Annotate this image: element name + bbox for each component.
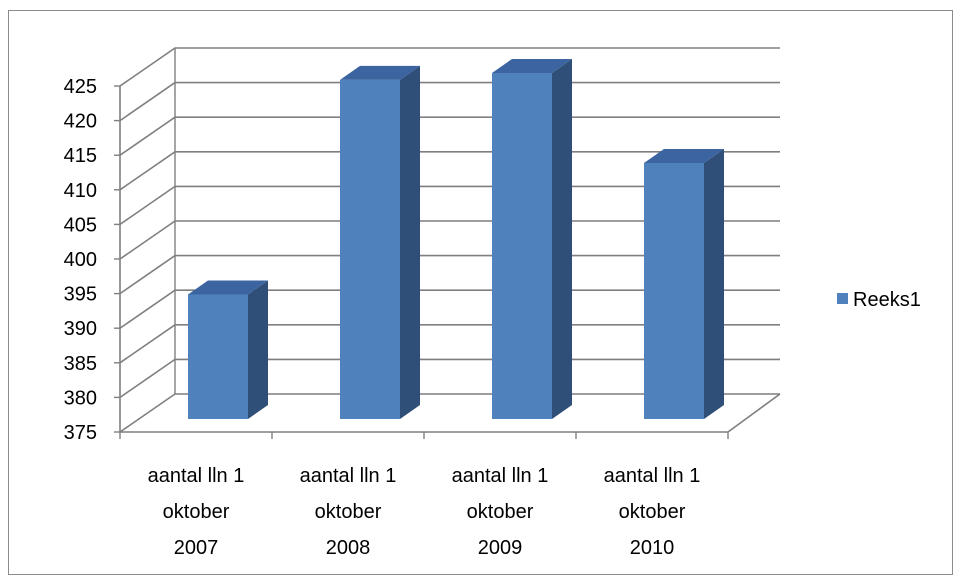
x-tick-label-2-line-1: oktober	[467, 501, 534, 523]
y-tick-label-375: 375	[64, 422, 97, 444]
axes	[114, 85, 729, 439]
bar-3-top	[644, 148, 724, 163]
x-tick-label-2-line-2: 2009	[478, 537, 523, 559]
y-tick-labels: 375 380 385 390 395 400 405 410 415 420 425	[64, 76, 97, 444]
bar-2-side	[552, 59, 572, 419]
x-tick-label-2-line-0: aantal lln 1	[452, 465, 549, 487]
x-tick-label-1-line-0: aantal lln 1	[300, 465, 397, 487]
floor-right-edge	[727, 393, 781, 433]
bar-0	[188, 280, 268, 419]
y-tick-label-425: 425	[64, 76, 97, 98]
bar-1-top	[340, 65, 420, 80]
x-tick-label-0-line-0: aantal lln 1	[148, 465, 245, 487]
bar-3	[644, 148, 724, 419]
gridlines	[119, 47, 781, 433]
bar-1-front	[340, 79, 400, 420]
x-tick-label-3-line-2: 2010	[630, 537, 675, 559]
legend-swatch-reeks1	[837, 293, 848, 304]
legend-label-reeks1: Reeks1	[853, 289, 921, 311]
y-tick-label-405: 405	[64, 214, 97, 236]
gridline-420	[119, 81, 780, 122]
y-tick-label-380: 380	[64, 387, 97, 409]
bar-3-side	[704, 148, 724, 419]
bar-2-front	[492, 73, 552, 419]
x-tick-label-0-line-2: 2007	[174, 537, 219, 559]
x-tick-label-1-line-1: oktober	[315, 501, 382, 523]
y-tick-label-415: 415	[64, 145, 97, 167]
chart-frame	[8, 10, 953, 575]
bar-0-top	[188, 280, 268, 295]
bars	[188, 59, 724, 420]
bar-1-side	[400, 65, 420, 420]
x-tick-label-1-line-2: 2008	[326, 537, 371, 559]
x-tick-labels: aantal lln 1 oktober 2007 aantal lln 1 oktob…	[148, 465, 701, 559]
bar-0-side	[248, 280, 268, 419]
bar-0-front	[188, 294, 248, 419]
y-tick-label-385: 385	[64, 353, 97, 375]
y-tick-label-390: 390	[64, 318, 97, 340]
x-tick-label-3-line-1: oktober	[619, 501, 686, 523]
y-tick-label-400: 400	[64, 249, 97, 271]
y-tick-label-410: 410	[64, 180, 97, 202]
x-tick-label-3-line-0: aantal lln 1	[604, 465, 701, 487]
legend: Reeks1	[837, 289, 921, 311]
bar-2	[492, 59, 572, 419]
x-tick-label-0-line-1: oktober	[163, 501, 230, 523]
y-tick-label-420: 420	[64, 111, 97, 133]
y-tick-label-395: 395	[64, 284, 97, 306]
bar-3-front	[644, 162, 704, 419]
bar-2-top	[492, 59, 572, 73]
bar-1	[340, 65, 420, 420]
gridline-425	[119, 47, 780, 87]
